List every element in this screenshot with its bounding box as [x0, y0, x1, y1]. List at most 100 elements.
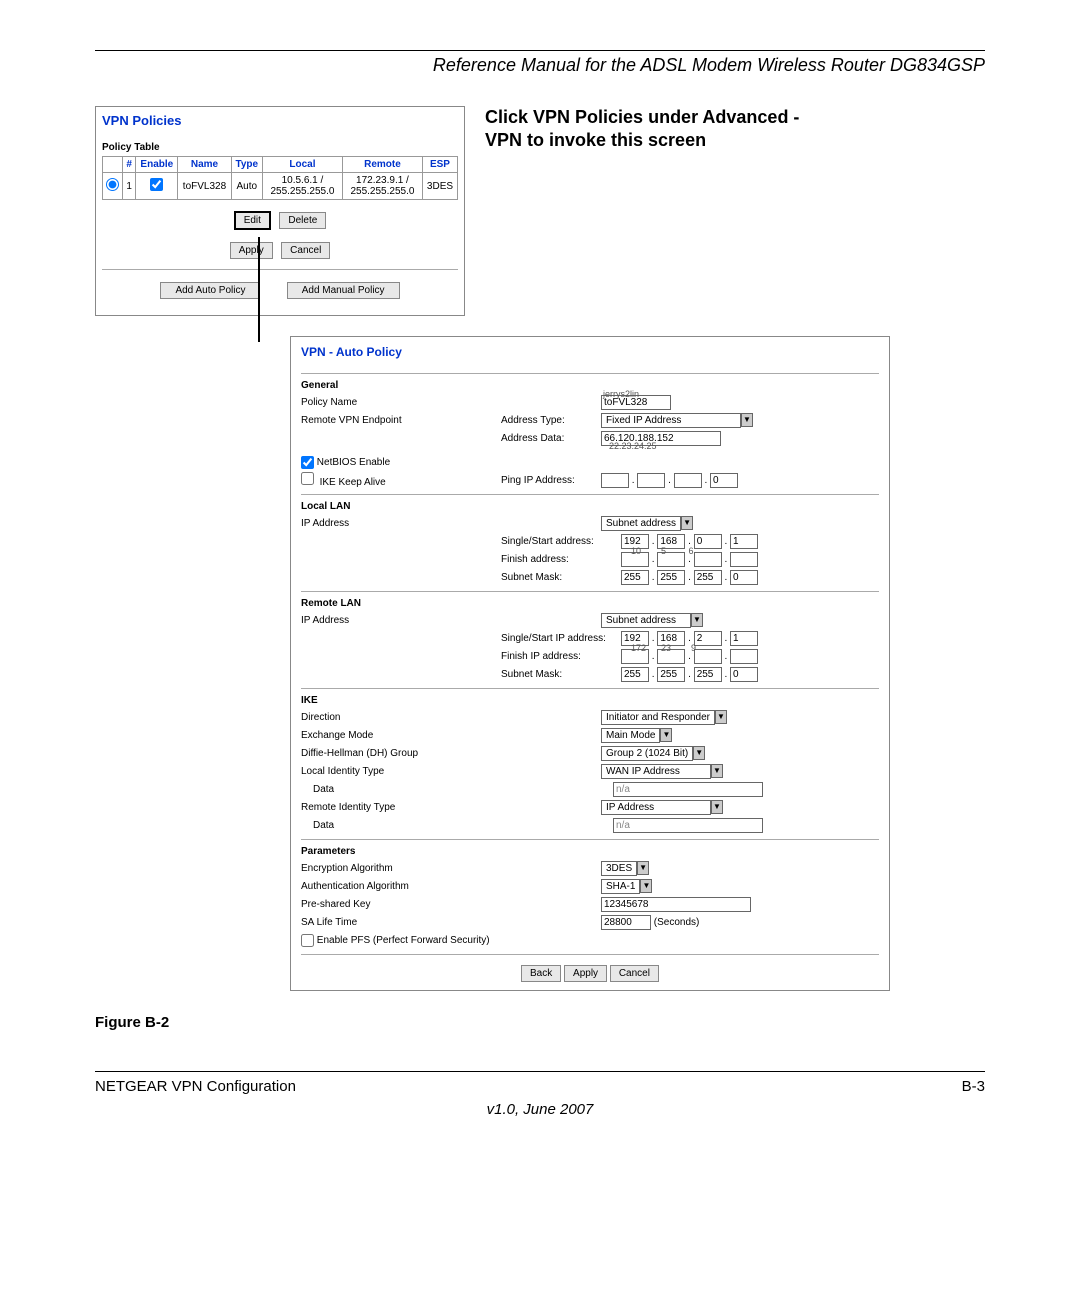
ping-ip-c[interactable] — [674, 473, 702, 488]
local-lan-heading: Local LAN — [301, 501, 879, 512]
vpn-policies-title: VPN Policies — [102, 113, 458, 128]
direction-label: Direction — [301, 712, 501, 723]
address-data-label: Address Data: — [501, 433, 601, 444]
ping-ip-a[interactable] — [601, 473, 629, 488]
cell-remote: 172.23.9.1 / 255.255.255.0 — [342, 173, 422, 200]
col-name: Name — [178, 157, 231, 173]
local-finish-c[interactable] — [694, 552, 722, 567]
cancel-button[interactable]: Cancel — [281, 242, 330, 259]
local-mask-b[interactable] — [657, 570, 685, 585]
callout-arrow — [258, 237, 260, 342]
apply-button-2[interactable]: Apply — [564, 965, 607, 982]
local-data-input[interactable] — [613, 782, 763, 797]
dropdown-icon[interactable]: ▼ — [681, 516, 693, 530]
sa-input[interactable] — [601, 915, 651, 930]
ike-keepalive-checkbox[interactable] — [301, 472, 314, 485]
auto-policy-title: VPN - Auto Policy — [301, 345, 879, 359]
pfs-checkbox[interactable] — [301, 934, 314, 947]
remote-start-d[interactable] — [730, 631, 758, 646]
remote-mask-b[interactable] — [657, 667, 685, 682]
local-finish-d[interactable] — [730, 552, 758, 567]
psk-label: Pre-shared Key — [301, 899, 501, 910]
col-type: Type — [231, 157, 262, 173]
local-ip-label: IP Address — [301, 518, 501, 529]
remote-id-select[interactable]: IP Address — [601, 800, 711, 815]
address-type-select[interactable]: Fixed IP Address — [601, 413, 741, 428]
netbios-label: NetBIOS Enable — [317, 457, 390, 468]
dropdown-icon[interactable]: ▼ — [711, 800, 723, 814]
direction-select[interactable]: Initiator and Responder — [601, 710, 715, 725]
exchange-label: Exchange Mode — [301, 730, 501, 741]
dropdown-icon[interactable]: ▼ — [715, 710, 727, 724]
enc-select[interactable]: 3DES — [601, 861, 637, 876]
row-enable-checkbox[interactable] — [150, 178, 163, 191]
remote-mask-c[interactable] — [694, 667, 722, 682]
pfs-label: Enable PFS (Perfect Forward Security) — [317, 935, 490, 946]
vpn-auto-policy-panel: VPN - Auto Policy General Policy Name je… — [290, 336, 890, 991]
header-title: Reference Manual for the ADSL Modem Wire… — [95, 55, 985, 76]
auth-select[interactable]: SHA-1 — [601, 879, 640, 894]
local-id-label: Local Identity Type — [301, 766, 501, 777]
ping-ip-label: Ping IP Address: — [501, 475, 601, 486]
dh-select[interactable]: Group 2 (1024 Bit) — [601, 746, 693, 761]
dropdown-icon[interactable]: ▼ — [693, 746, 705, 760]
remote-start-c[interactable] — [694, 631, 722, 646]
cell-name: toFVL328 — [178, 173, 231, 200]
figure-label: Figure B-2 — [95, 1014, 985, 1031]
col-local: Local — [262, 157, 342, 173]
remote-start-ghost: 172 23 9 — [631, 643, 696, 653]
local-mask-label: Subnet Mask: — [501, 572, 621, 583]
ike-keepalive-label: IKE Keep Alive — [320, 477, 386, 488]
add-manual-policy-button[interactable]: Add Manual Policy — [287, 282, 400, 299]
remote-finish-d[interactable] — [730, 649, 758, 664]
sa-unit: (Seconds) — [654, 917, 700, 928]
local-start-label: Single/Start address: — [501, 536, 621, 547]
exchange-select[interactable]: Main Mode — [601, 728, 660, 743]
dropdown-icon[interactable]: ▼ — [637, 861, 649, 875]
local-mask-a[interactable] — [621, 570, 649, 585]
local-finish-label: Finish address: — [501, 554, 621, 565]
col-enable: Enable — [136, 157, 178, 173]
dropdown-icon[interactable]: ▼ — [691, 613, 703, 627]
edit-button[interactable]: Edit — [234, 211, 271, 230]
row-select-radio[interactable] — [106, 178, 119, 191]
local-start-ghost: 10 5 6 — [631, 546, 694, 556]
dropdown-icon[interactable]: ▼ — [711, 764, 723, 778]
local-ip-select[interactable]: Subnet address — [601, 516, 681, 531]
netbios-checkbox[interactable] — [301, 456, 314, 469]
ike-heading: IKE — [301, 695, 879, 706]
remote-finish-c[interactable] — [694, 649, 722, 664]
apply-button[interactable]: Apply — [230, 242, 273, 259]
remote-mask-a[interactable] — [621, 667, 649, 682]
remote-vpn-label: Remote VPN Endpoint — [301, 415, 501, 426]
local-start-c[interactable] — [694, 534, 722, 549]
col-esp: ESP — [422, 157, 457, 173]
remote-data-input[interactable] — [613, 818, 763, 833]
policy-name-label: Policy Name — [301, 397, 501, 408]
local-mask-d[interactable] — [730, 570, 758, 585]
ping-ip-d[interactable] — [710, 473, 738, 488]
psk-input[interactable] — [601, 897, 751, 912]
remote-ip-select[interactable]: Subnet address — [601, 613, 691, 628]
local-mask-c[interactable] — [694, 570, 722, 585]
dropdown-icon[interactable]: ▼ — [660, 728, 672, 742]
col-remote: Remote — [342, 157, 422, 173]
local-id-select[interactable]: WAN IP Address — [601, 764, 711, 779]
add-auto-policy-button[interactable]: Add Auto Policy — [160, 282, 260, 299]
dropdown-icon[interactable]: ▼ — [741, 413, 753, 427]
local-start-d[interactable] — [730, 534, 758, 549]
address-type-label: Address Type: — [501, 415, 601, 426]
back-button[interactable]: Back — [521, 965, 561, 982]
delete-button[interactable]: Delete — [279, 212, 326, 229]
sa-label: SA Life Time — [301, 917, 501, 928]
col-num: # — [123, 157, 136, 173]
cancel-button-2[interactable]: Cancel — [610, 965, 659, 982]
remote-data-label: Data — [313, 820, 513, 831]
ping-ip-b[interactable] — [637, 473, 665, 488]
remote-lan-heading: Remote LAN — [301, 598, 879, 609]
remote-finish-label: Finish IP address: — [501, 651, 621, 662]
params-heading: Parameters — [301, 846, 879, 857]
callout-text: Click VPN Policies under Advanced - VPN … — [485, 106, 815, 153]
dropdown-icon[interactable]: ▼ — [640, 879, 652, 893]
remote-mask-d[interactable] — [730, 667, 758, 682]
